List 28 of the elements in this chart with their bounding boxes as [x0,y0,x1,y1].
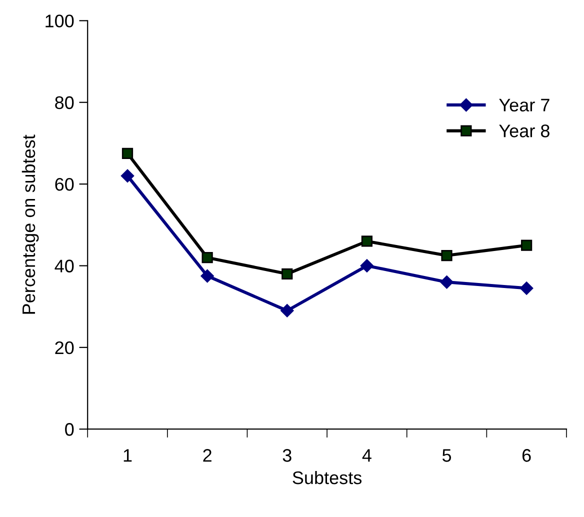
legend-label: Year 8 [499,124,550,138]
point [361,236,373,247]
x-tick-label: 1 [124,449,132,462]
point [202,252,213,264]
x-tick-label: 5 [442,449,452,462]
point [440,275,454,289]
y-tick-label: 80 [55,96,74,110]
y-tick-label: 0 [65,423,74,436]
point [360,259,374,272]
x-axis-title: Subtests [292,470,362,484]
y-axis-title: Percentage on subtest [22,134,39,314]
point [282,268,293,280]
y-tick-label: 100 [46,14,74,28]
x-tick-label: 4 [362,449,372,462]
point [521,240,532,251]
point [441,250,452,262]
y-tick-label: 40 [54,260,74,272]
y-tick-label: 60 [55,178,74,191]
legend-label: Year 7 [499,98,550,112]
point [280,304,294,318]
x-tick-label: 6 [522,449,531,462]
point [120,169,134,182]
x-tick-label: 2 [203,449,212,462]
point [122,148,134,159]
point [520,282,534,295]
point [200,269,214,283]
y-tick-label: 20 [55,341,74,354]
x-tick-label: 3 [282,449,292,462]
